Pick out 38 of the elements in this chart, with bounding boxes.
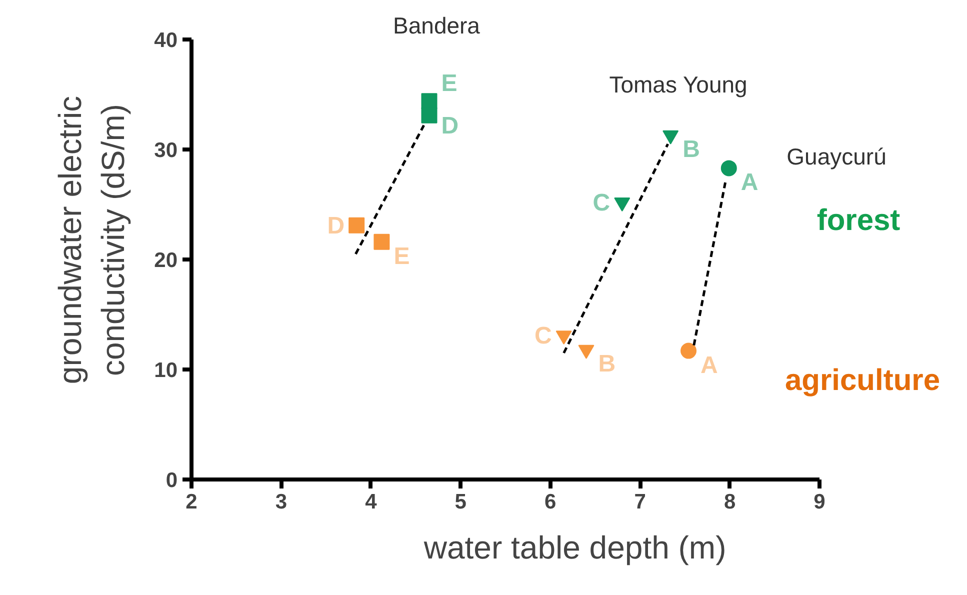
point [374,234,390,250]
point [348,217,365,234]
point [421,93,438,110]
data-label: C [592,189,610,216]
y-tick-label: 30 [154,139,178,162]
point [578,344,594,359]
y-tick-label: 40 [154,29,178,52]
data-label: B [598,350,616,378]
data-label: B [682,136,700,164]
annotation: Guaycurú [786,144,886,170]
x-tick-label: 4 [365,490,378,514]
x-tick-label: 8 [724,490,736,514]
data-label: E [394,242,410,270]
point [720,160,737,176]
x-tick-label: 9 [814,490,826,514]
y-tick-label: 20 [154,249,178,272]
x-tick-label: 5 [454,490,467,514]
data-label: D [441,112,459,140]
y-tick-label: 10 [154,359,178,382]
data-label: C [534,322,552,350]
data-label: A [700,352,718,379]
x-tick-label: 2 [186,490,198,514]
y-axis-title: groundwater electric conductivity (dS/m) [52,96,132,384]
point [556,330,572,345]
text: Bandera [393,12,480,38]
data-label: A [740,169,758,196]
x-axis-title: water table depth (m) [422,530,726,566]
x-tick-label: 3 [275,490,288,514]
annotation: forest [816,204,900,237]
x-tick-label: 6 [544,490,556,514]
annotation: agriculture [784,364,940,397]
point [614,197,630,212]
data-label: E [441,70,458,98]
y-tick-label: 0 [166,469,178,492]
annotation: Tomas Young [609,72,748,98]
data-label: D [327,212,345,240]
point [421,107,438,124]
x-tick-label: 7 [634,490,646,514]
